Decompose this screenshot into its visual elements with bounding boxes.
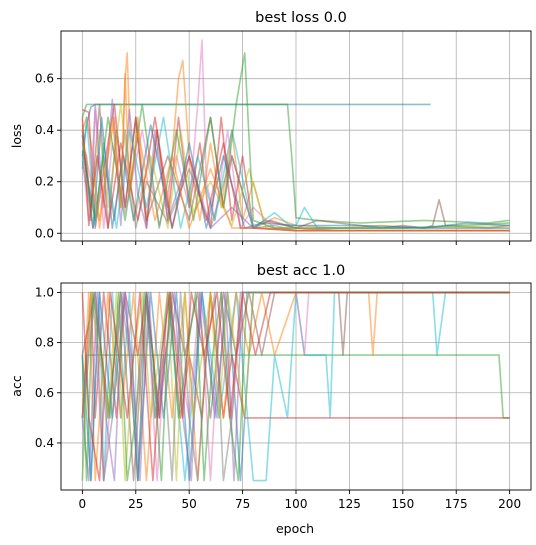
loss-ytick-label: 0.6 <box>35 72 54 86</box>
loss-ytick-label: 0.2 <box>35 175 54 189</box>
acc-ylabel: acc <box>9 375 24 397</box>
acc-series-line <box>81 291 510 482</box>
acc-xlabel: epoch <box>276 521 314 536</box>
acc-subplot: best acc 1.0 0 25 50 75 100 125 150 175 200 0.4 0.… <box>9 263 532 536</box>
acc-xtick-label: 0 <box>79 497 87 511</box>
loss-axes-frame <box>60 30 532 242</box>
acc-series-group <box>81 291 510 482</box>
acc-ytick-label: 0.4 <box>35 436 54 450</box>
loss-ytick-label: 0.0 <box>35 226 54 240</box>
acc-xtick-label: 125 <box>338 497 361 511</box>
acc-title: best acc 1.0 <box>257 263 345 279</box>
acc-xtick-label: 50 <box>182 497 197 511</box>
acc-xtick-label: 75 <box>235 497 250 511</box>
acc-xtick-label: 25 <box>128 497 143 511</box>
acc-ytick-label: 0.8 <box>35 336 54 350</box>
acc-axes-frame <box>60 282 532 491</box>
loss-series-group <box>81 39 510 232</box>
loss-subplot: best loss 0.0 0.0 0.2 0.4 0.6 loss <box>9 10 532 245</box>
loss-series-line <box>81 116 510 229</box>
acc-series-line <box>81 291 510 482</box>
acc-xtick-label: 175 <box>445 497 468 511</box>
loss-axis-ticks: 0.0 0.2 0.4 0.6 <box>35 72 511 245</box>
loss-ylabel: loss <box>9 124 24 148</box>
loss-title: best loss 0.0 <box>255 10 347 26</box>
loss-ytick-label: 0.4 <box>35 123 54 137</box>
acc-xtick-label: 200 <box>498 497 521 511</box>
acc-xtick-label: 150 <box>391 497 414 511</box>
acc-series-line <box>81 291 510 482</box>
acc-ytick-label: 1.0 <box>35 285 54 299</box>
loss-series-line <box>81 103 510 224</box>
acc-series-line <box>81 291 510 482</box>
acc-axis-ticks: 0 25 50 75 100 125 150 175 200 0.4 0.6 0.8 1.0 <box>35 285 521 511</box>
loss-series-line <box>81 72 510 232</box>
acc-xtick-label: 100 <box>285 497 308 511</box>
acc-ytick-label: 0.6 <box>35 386 54 400</box>
